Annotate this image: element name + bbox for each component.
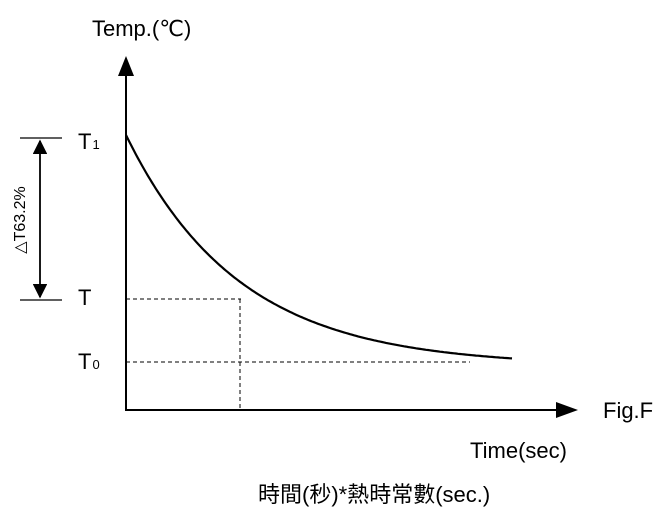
t0-main: T xyxy=(78,349,91,374)
delta-t-label: △T63.2% xyxy=(12,186,29,253)
x-axis-arrowhead xyxy=(556,402,578,418)
t1-subscript: 1 xyxy=(92,137,99,152)
t1-label: T1 xyxy=(78,129,100,154)
figure-label: Fig.F xyxy=(603,398,653,423)
t0-subscript: 0 xyxy=(92,357,99,372)
x-axis-title: Time(sec) xyxy=(470,438,567,463)
t1-main: T xyxy=(78,129,91,154)
y-axis-arrowhead xyxy=(118,56,134,76)
y-axis-title: Temp.(℃) xyxy=(92,16,191,41)
t0-label: T0 xyxy=(78,349,100,374)
decay-curve xyxy=(125,134,513,360)
caption: 時間(秒)*熱時常數(sec.) xyxy=(258,482,490,507)
t-label: T xyxy=(78,285,91,310)
